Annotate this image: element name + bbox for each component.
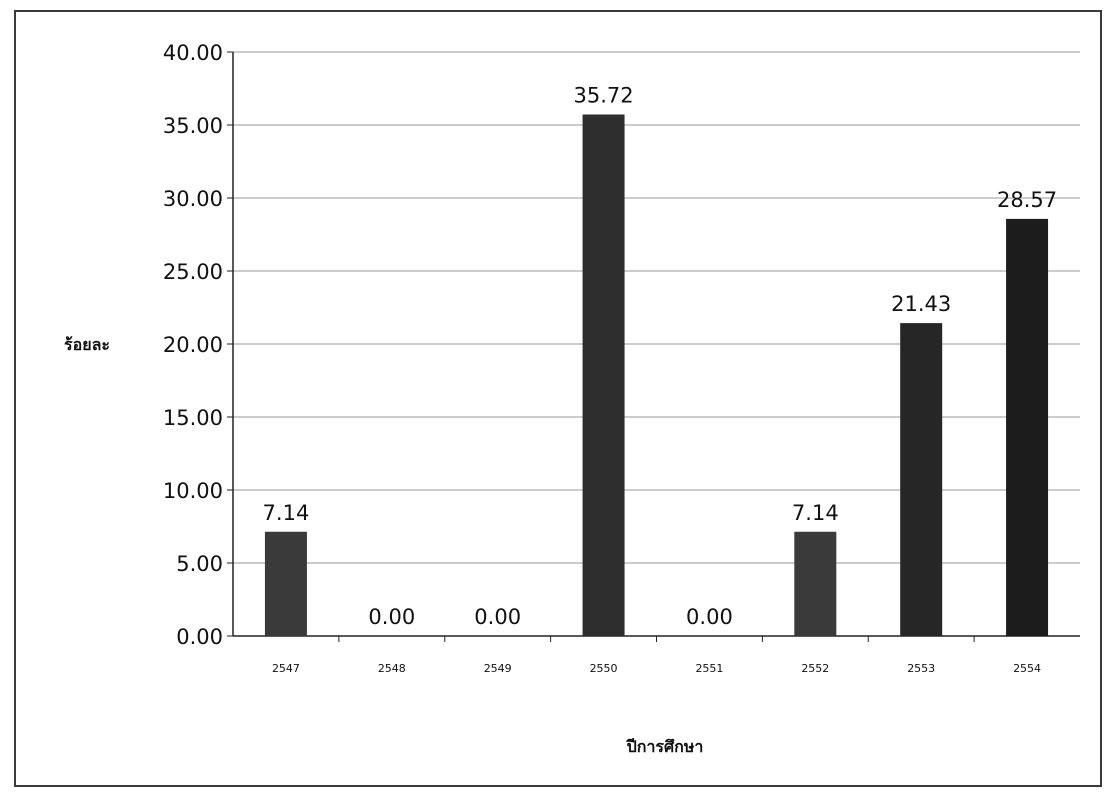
x-tick-label: 2549 — [484, 662, 512, 675]
x-axis-ticks: 2547 2548 2549 2550 2551 2552 2553 2554 — [272, 636, 1041, 675]
bar-2550 — [582, 114, 625, 637]
y-tick-label: 20.00 — [163, 333, 223, 357]
y-tick-label: 30.00 — [163, 187, 223, 211]
y-tick-label: 15.00 — [163, 406, 223, 430]
x-tick-label: 2547 — [272, 662, 300, 675]
data-label-2550: 35.72 — [574, 83, 634, 107]
data-label-2553: 21.43 — [891, 292, 951, 316]
data-labels: 7.14 0.00 0.00 35.72 0.00 7.14 21.43 28.57 — [263, 83, 1058, 629]
x-axis-title: ปีการศึกษา — [625, 737, 703, 756]
y-tick-label: 35.00 — [163, 114, 223, 138]
x-tick-label: 2548 — [378, 662, 406, 675]
data-label-2554: 28.57 — [997, 188, 1057, 212]
y-axis-title: ร้อยละ — [64, 335, 110, 354]
bar-2554 — [1006, 218, 1049, 637]
data-label-2548: 0.00 — [368, 605, 415, 629]
y-axis-ticks: 0.00 5.00 10.00 15.00 20.00 25.00 30.00 35.00 40… — [163, 41, 233, 649]
y-tick-label: 40.00 — [163, 41, 223, 65]
x-tick-label: 2554 — [1013, 662, 1041, 675]
y-tick-label: 0.00 — [176, 625, 223, 649]
data-label-2552: 7.14 — [792, 501, 839, 525]
bars — [264, 114, 1049, 637]
x-tick-label: 2551 — [695, 662, 723, 675]
gridlines — [233, 51, 1080, 564]
x-tick-label: 2552 — [801, 662, 829, 675]
x-tick-label: 2550 — [590, 662, 618, 675]
bar-2547 — [264, 531, 307, 636]
y-tick-label: 10.00 — [163, 479, 223, 503]
x-tick-label: 2553 — [907, 662, 935, 675]
data-label-2547: 7.14 — [263, 501, 310, 525]
y-tick-label: 25.00 — [163, 260, 223, 284]
bar-2552 — [794, 531, 837, 636]
y-tick-label: 5.00 — [176, 552, 223, 576]
data-label-2551: 0.00 — [686, 605, 733, 629]
bar-2553 — [900, 323, 943, 636]
data-label-2549: 0.00 — [474, 605, 521, 629]
